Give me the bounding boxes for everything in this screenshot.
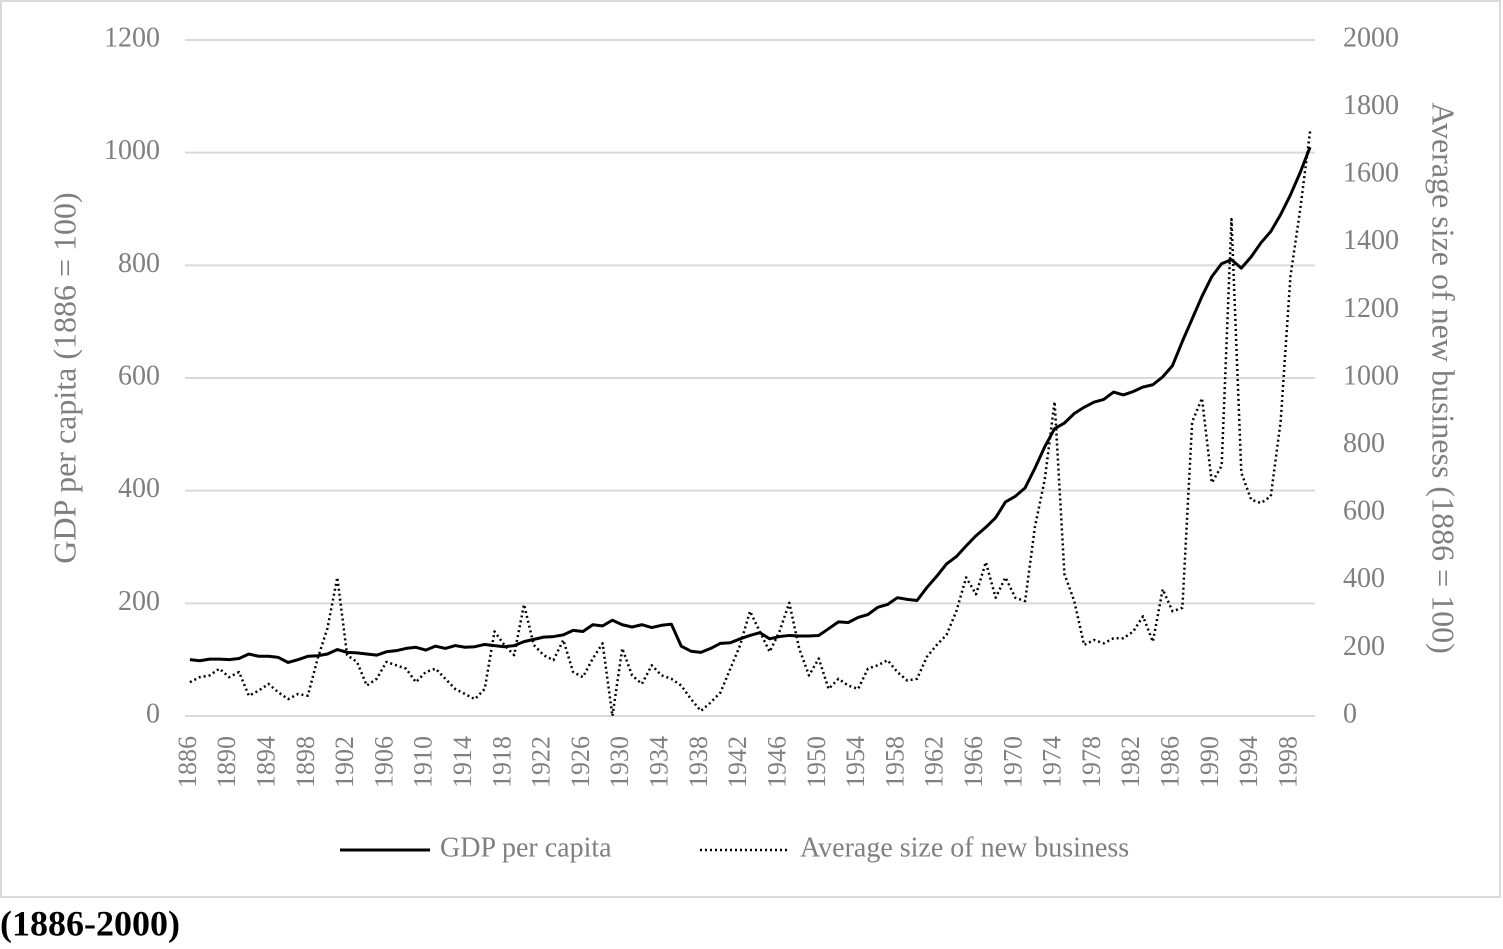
data-line: [189, 131, 1312, 718]
y-tick-label: 1000: [104, 135, 160, 166]
x-tick-label: 1918: [487, 736, 516, 788]
data-line: [189, 146, 1312, 664]
x-tick-label: 1938: [684, 736, 713, 788]
legend-label: GDP per capita: [440, 832, 612, 863]
y2-tick-label: 1400: [1343, 225, 1399, 256]
legend-label: Average size of new business: [800, 832, 1129, 863]
x-tick-label: 1962: [920, 736, 949, 788]
y2-tick-label: 400: [1343, 563, 1385, 594]
y2-tick-label: 1000: [1343, 360, 1399, 391]
x-tick-label: 1970: [998, 736, 1027, 788]
x-tick-label: 1894: [251, 736, 280, 788]
y2-axis-label: Average size of new business (1886 = 100…: [1426, 102, 1462, 654]
x-tick-label: 1974: [1038, 736, 1067, 788]
x-tick-label: 1982: [1116, 736, 1145, 788]
y-tick-label: 800: [118, 248, 160, 279]
y-tick-label: 400: [118, 473, 160, 504]
x-tick-label: 1986: [1155, 736, 1184, 788]
x-tick-label: 1978: [1077, 736, 1106, 788]
y2-tick-label: 2000: [1343, 22, 1399, 53]
y2-tick-label: 0: [1343, 698, 1357, 729]
x-tick-label: 1902: [330, 736, 359, 788]
x-tick-label: 1954: [841, 736, 870, 788]
x-tick-label: 1922: [527, 736, 556, 788]
x-tick-label: 1910: [409, 736, 438, 788]
x-tick-label: 1914: [448, 736, 477, 788]
y2-tick-label: 600: [1343, 496, 1385, 527]
x-tick-label: 1958: [880, 736, 909, 788]
caption: (1886-2000): [0, 903, 180, 943]
x-tick-label: 1906: [369, 736, 398, 788]
x-tick-label: 1930: [605, 736, 634, 788]
x-tick-label: 1942: [723, 736, 752, 788]
y-tick-label: 1200: [104, 22, 160, 53]
y2-tick-label: 1800: [1343, 90, 1399, 121]
chart-frame: [0, 0, 1501, 898]
x-tick-label: 1946: [762, 736, 791, 788]
x-tick-label: 1994: [1234, 736, 1263, 788]
y2-tick-label: 1200: [1343, 293, 1399, 324]
x-tick-label: 1886: [173, 736, 202, 788]
y2-tick-label: 200: [1343, 631, 1385, 662]
x-tick-label: 1966: [959, 736, 988, 788]
y-tick-label: 200: [118, 586, 160, 617]
x-tick-label: 1926: [566, 736, 595, 788]
x-tick-label: 1998: [1273, 736, 1302, 788]
y-axis-label: GDP per capita (1886 = 100): [46, 192, 82, 563]
x-tick-label: 1990: [1195, 736, 1224, 788]
x-tick-label: 1934: [645, 736, 674, 788]
x-tick-label: 1890: [212, 736, 241, 788]
y2-tick-label: 1600: [1343, 158, 1399, 189]
y-tick-label: 0: [146, 698, 160, 729]
y2-tick-label: 800: [1343, 428, 1385, 459]
x-tick-label: 1898: [291, 736, 320, 788]
x-tick-label: 1950: [802, 736, 831, 788]
y-tick-label: 600: [118, 360, 160, 391]
